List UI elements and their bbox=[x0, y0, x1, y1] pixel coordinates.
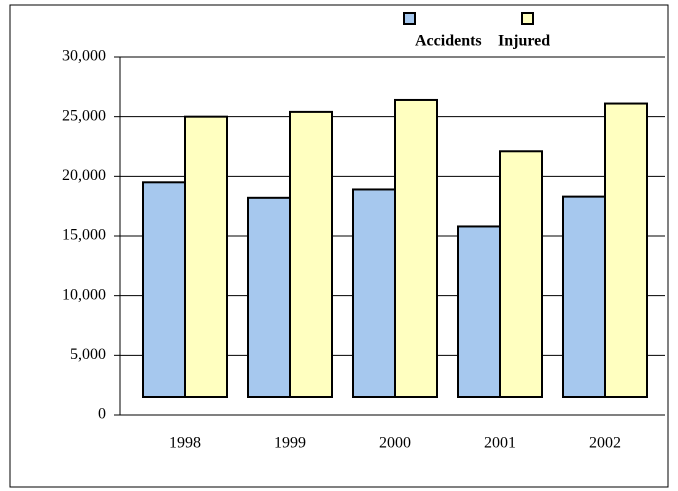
bar bbox=[457, 225, 501, 398]
y-tick-label: 25,000 bbox=[62, 107, 106, 124]
x-tick-label: 1999 bbox=[274, 435, 306, 452]
legend-swatch bbox=[521, 12, 534, 25]
legend-swatch bbox=[403, 12, 416, 25]
bar bbox=[394, 98, 438, 399]
x-tick-label: 2001 bbox=[484, 435, 516, 452]
bar bbox=[289, 110, 333, 398]
x-tick-label: 1998 bbox=[169, 435, 201, 452]
legend-label: Accidents bbox=[415, 33, 482, 50]
bar bbox=[604, 102, 648, 398]
x-tick-label: 2000 bbox=[379, 435, 411, 452]
y-tick-label: 10,000 bbox=[62, 286, 106, 303]
y-tick-label: 15,000 bbox=[62, 227, 106, 244]
y-tick-label: 5,000 bbox=[70, 346, 106, 363]
bar bbox=[247, 196, 291, 398]
y-tick-label: 20,000 bbox=[62, 167, 106, 184]
x-tick-label: 2002 bbox=[589, 435, 621, 452]
bar bbox=[352, 188, 396, 398]
legend-label: Injured bbox=[498, 33, 550, 50]
bar bbox=[142, 181, 186, 398]
y-tick-label: 30,000 bbox=[62, 48, 106, 65]
bar bbox=[184, 115, 228, 399]
bar bbox=[562, 195, 606, 398]
y-tick-label: 0 bbox=[98, 406, 106, 423]
bar bbox=[499, 150, 543, 398]
